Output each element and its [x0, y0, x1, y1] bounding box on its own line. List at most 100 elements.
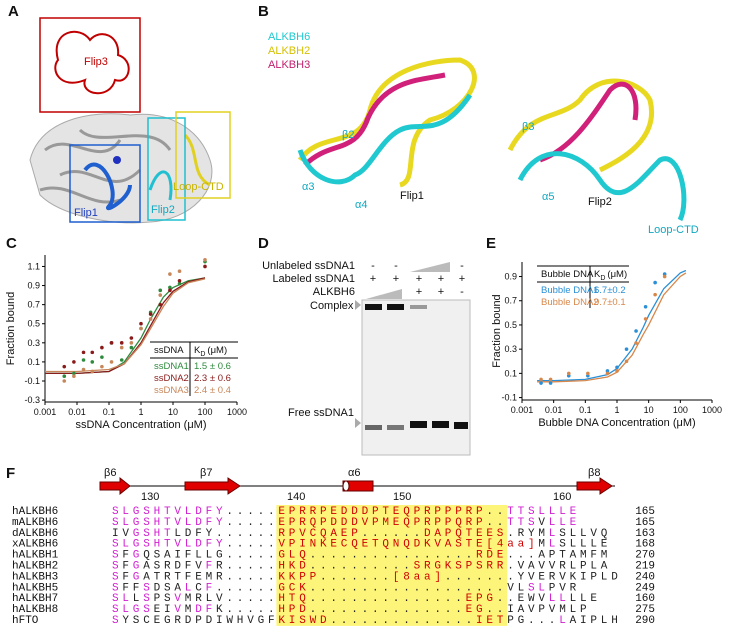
- x-tick-label: 1000: [227, 407, 247, 417]
- x-tick-label: 0.001: [511, 405, 534, 415]
- sequence-end: 168: [635, 539, 655, 551]
- data-point: [62, 374, 67, 379]
- y-tick-label: 0.7: [504, 296, 517, 306]
- y-tick-label: 0.3: [504, 344, 517, 354]
- y-axis-label: Fraction bound: [491, 294, 503, 367]
- data-point: [168, 285, 172, 290]
- panel-label: F: [6, 465, 15, 482]
- structure-label: β6: [104, 467, 116, 479]
- structure-label: β7: [200, 467, 212, 479]
- data-point: [586, 371, 590, 376]
- legend-label: Bubble DNA1: [541, 285, 599, 296]
- x-tick-label: 1: [138, 407, 143, 417]
- sequence-end: 275: [635, 604, 655, 616]
- position-label: 160: [553, 491, 571, 503]
- sequence-name: hALKBH6: [12, 506, 58, 518]
- x-tick-label: 100: [197, 407, 212, 417]
- sequence-end: 270: [635, 550, 655, 562]
- y-tick-label: 1.1: [27, 261, 40, 271]
- data-point: [643, 304, 648, 309]
- data-point: [81, 358, 86, 362]
- y-tick-label: -0.1: [24, 376, 40, 386]
- data-point: [139, 326, 143, 331]
- data-point: [139, 321, 143, 326]
- data-point: [177, 278, 182, 283]
- table-header: ssDNA: [154, 345, 184, 356]
- sequence-end: 165: [635, 517, 655, 529]
- sequence-end: 290: [635, 615, 655, 626]
- sequence-name: dALKBH6: [12, 528, 58, 540]
- y-tick-label: -0.1: [501, 393, 517, 403]
- position-label: 150: [393, 491, 411, 503]
- conserved-region: [276, 505, 508, 626]
- x-tick-label: 100: [673, 405, 688, 415]
- legend-label: ssDNA2: [154, 373, 189, 384]
- sign: +: [438, 273, 444, 285]
- sequence-name: xALKBH6: [12, 539, 58, 551]
- data-point: [548, 377, 553, 382]
- sign: +: [393, 273, 399, 285]
- data-point: [62, 364, 67, 369]
- band-label: Free ssDNA1: [288, 407, 354, 419]
- data-point: [90, 350, 95, 355]
- kd-value: 1.5 ± 0.6: [194, 361, 231, 372]
- data-point: [72, 374, 76, 379]
- sign: -: [394, 260, 398, 272]
- structure-label: α6: [348, 467, 360, 479]
- data-point: [624, 359, 629, 364]
- data-point: [653, 280, 657, 285]
- table-header: KD (μM): [194, 345, 227, 358]
- sequence-end: 165: [635, 506, 655, 518]
- sequence-end: 219: [635, 561, 655, 573]
- structure-label: β2: [342, 129, 354, 141]
- legend-label: ALKBH3: [268, 59, 310, 71]
- data-point: [177, 281, 182, 286]
- sequence-name: hALKBH8: [12, 604, 58, 616]
- data-point: [615, 369, 619, 373]
- table-header: KD (μM): [594, 269, 627, 282]
- table-header: Bubble DNA: [541, 269, 594, 280]
- data-point: [119, 358, 124, 362]
- data-point: [90, 369, 95, 374]
- data-point: [158, 302, 163, 307]
- band-label: Complex: [310, 300, 354, 312]
- sequence-name: hALKBH3: [12, 571, 58, 583]
- y-tick-label: 0.9: [27, 281, 40, 291]
- row-label: Unlabeled ssDNA1: [262, 260, 355, 272]
- x-axis-label: Bubble DNA Concentration (μM): [538, 417, 695, 429]
- fit-curve: [45, 277, 206, 375]
- data-point: [634, 341, 638, 345]
- panel-label: B: [258, 3, 269, 20]
- sign: -: [371, 260, 375, 272]
- data-point: [203, 264, 207, 269]
- sequence: S F G A T R T F E M R..... K K P P.......[8 a a]....... Y…: [112, 571, 618, 583]
- panel-label: A: [8, 3, 19, 20]
- data-point: [100, 364, 104, 369]
- data-point: [168, 272, 172, 276]
- kd-value: 6.7±0.2: [594, 285, 626, 296]
- legend-label: Bubble DNA2: [541, 297, 599, 308]
- data-point: [148, 317, 153, 321]
- structure-label: α3: [302, 181, 314, 193]
- data-point: [100, 355, 104, 359]
- data-point: [634, 329, 638, 333]
- y-tick-label: 0.1: [504, 368, 517, 378]
- data-point: [109, 360, 114, 364]
- gel: [355, 262, 471, 456]
- sequence-name: hALKBH7: [12, 593, 58, 605]
- sequence-name: mALKBH6: [12, 517, 58, 529]
- sign: +: [370, 273, 376, 285]
- data-point: [119, 345, 124, 350]
- x-tick-label: 0.1: [103, 407, 116, 417]
- sequence-name: hFTO: [12, 615, 39, 626]
- structure-label: Flip2: [588, 196, 612, 208]
- structure-label: β8: [588, 467, 600, 479]
- kd-value: 2.4 ± 0.4: [194, 385, 231, 396]
- x-tick-label: 1000: [702, 405, 722, 415]
- structure-label: β3: [522, 121, 534, 133]
- data-point: [539, 381, 543, 385]
